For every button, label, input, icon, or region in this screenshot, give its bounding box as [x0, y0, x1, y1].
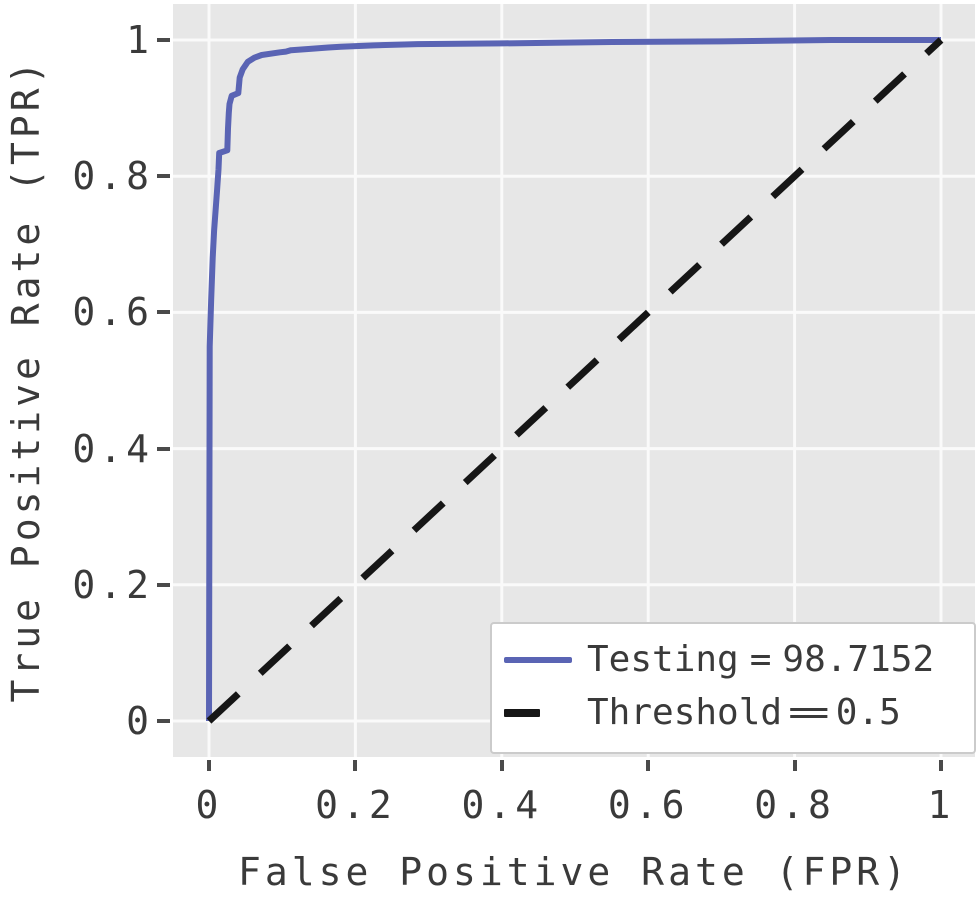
- x-tick-label: 0.2: [315, 783, 396, 827]
- y-tick-mark: [157, 446, 170, 451]
- x-tick-label: 0.8: [754, 783, 835, 827]
- x-tick-mark: [792, 760, 797, 771]
- legend: Testing = 98.7152 Threshold = 0.5: [490, 622, 976, 754]
- y-tick-mark: [157, 174, 170, 179]
- legend-line-sample-solid: [504, 656, 575, 663]
- threshold-diagonal-line: [206, 37, 944, 724]
- y-tick-label: 0: [126, 699, 153, 743]
- x-tick-mark: [499, 760, 504, 771]
- legend-label: Testing = 98.7152: [587, 639, 934, 680]
- x-tick-label: 1: [927, 783, 955, 827]
- legend-entry-testing: Testing = 98.7152: [504, 633, 974, 686]
- legend-label: Threshold = 0.5: [587, 692, 901, 733]
- legend-equals-sign: =: [749, 639, 772, 680]
- x-tick-label: 0: [195, 783, 223, 827]
- y-tick-mark: [157, 38, 170, 42]
- y-tick-mark: [157, 582, 170, 587]
- y-tick-label: 0.2: [72, 562, 153, 607]
- x-tick-mark: [207, 760, 211, 771]
- x-tick-label: 0.4: [461, 783, 543, 827]
- roc-chart-svg: [173, 4, 975, 757]
- solid-line-swatch: [504, 656, 572, 663]
- y-tick-label: 0.8: [72, 154, 153, 199]
- x-tick-label: 0.6: [607, 783, 689, 827]
- legend-line-sample-dashed: [504, 708, 575, 717]
- y-tick-label: 0.6: [72, 290, 153, 335]
- x-tick-mark: [353, 760, 358, 771]
- x-tick-mark: [646, 760, 651, 771]
- x-axis-label: False Positive Rate (FPR): [238, 850, 910, 894]
- y-tick-label: 1: [126, 18, 153, 62]
- dashed-line-swatch: [504, 708, 540, 717]
- x-tick-mark: [939, 760, 943, 771]
- legend-entry-threshold: Threshold = 0.5: [504, 686, 974, 739]
- y-tick-mark: [157, 719, 170, 723]
- roc-curve-line: [206, 37, 941, 722]
- legend-series-value: 98.7152: [782, 639, 935, 680]
- y-tick-mark: [157, 310, 170, 315]
- legend-series-value: 0.5: [835, 692, 901, 733]
- legend-equals-sign: =: [787, 692, 831, 733]
- legend-series-name: Testing: [587, 639, 739, 680]
- y-tick-label: 0.4: [72, 426, 153, 471]
- legend-series-name: Threshold: [587, 692, 783, 733]
